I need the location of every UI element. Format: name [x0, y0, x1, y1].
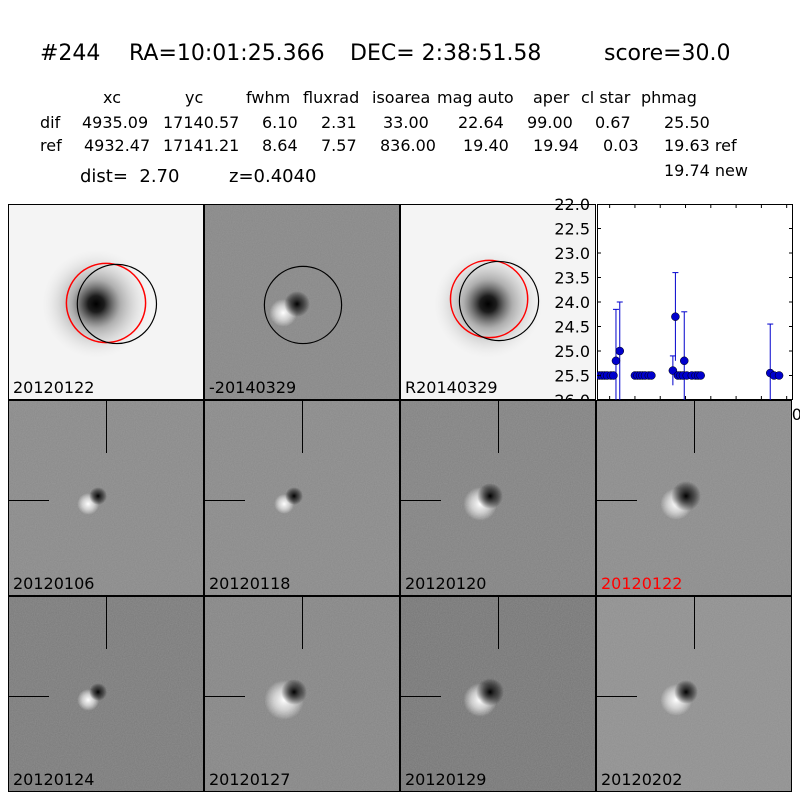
y-tick-label: 24.0 — [554, 293, 590, 312]
epoch-difference-panel: 20120106 — [8, 400, 204, 596]
panel-date-label: 20120202 — [601, 770, 683, 789]
ref-isoarea: 836.00 — [380, 136, 436, 155]
panel-date-label: 20120120 — [405, 574, 487, 593]
crosshair-horizontal-tick — [401, 696, 441, 697]
y-tick-label: 25.5 — [554, 367, 590, 386]
crosshair-vertical-tick — [694, 401, 695, 453]
crosshair-vertical-tick — [498, 597, 499, 649]
crosshair-horizontal-tick — [205, 500, 245, 501]
crosshair-horizontal-tick — [597, 500, 637, 501]
ref-yc: 17141.21 — [163, 136, 240, 155]
dif-fwhm: 6.10 — [262, 113, 298, 132]
col-fwhm: fwhm — [246, 88, 291, 107]
crosshair-vertical-tick — [106, 401, 107, 453]
y-tick-label: 22.0 — [554, 195, 590, 214]
difference-image — [205, 205, 399, 399]
dif-fluxrad: 2.31 — [321, 113, 357, 132]
data-point — [647, 371, 656, 380]
data-point — [671, 312, 680, 321]
panel-date-label: 20120127 — [209, 770, 291, 789]
dif-cl-star: 0.67 — [595, 113, 631, 132]
new-phmag: 19.74 new — [664, 161, 748, 180]
ref-mag-auto: 19.40 — [463, 136, 509, 155]
crosshair-horizontal-tick — [205, 696, 245, 697]
crosshair-vertical-tick — [302, 401, 303, 453]
panel-date-label: 20120129 — [405, 770, 487, 789]
dif-xc: 4935.09 — [82, 113, 149, 132]
y-tick-label: 23.0 — [554, 244, 590, 263]
ref-xc: 4932.47 — [84, 136, 151, 155]
ref-aper: 19.94 — [533, 136, 579, 155]
reference-galaxy-image — [9, 205, 203, 399]
data-point — [609, 371, 618, 380]
chart-frame — [597, 204, 793, 400]
crosshair-vertical-tick — [498, 401, 499, 453]
ref-cl-star: 0.03 — [603, 136, 639, 155]
crosshair-vertical-tick — [106, 597, 107, 649]
col-aper: aper — [533, 88, 570, 107]
dif-phmag: 25.50 — [664, 113, 710, 132]
dif-isoarea: 33.00 — [383, 113, 429, 132]
dec-coordinate: DEC= 2:38:51.58 — [350, 41, 542, 66]
data-point — [611, 356, 621, 366]
col-mag-auto: mag auto — [437, 88, 514, 107]
distance: dist= 2.70 — [80, 166, 180, 187]
redshift: z=0.4040 — [229, 166, 317, 187]
panel-date-label: 20120118 — [209, 574, 291, 593]
epoch-difference-panel: 20120129 — [400, 596, 596, 792]
panel-date-label: 20120124 — [13, 770, 95, 789]
col-cl-star: cl star — [581, 88, 631, 107]
candidate-id: #244 — [40, 41, 101, 66]
col-yc: yc — [185, 88, 204, 107]
difference-image — [9, 401, 203, 595]
y-tick-label: 24.5 — [554, 318, 590, 337]
epoch-difference-panel: 20120127 — [204, 596, 400, 792]
col-isoarea: isoarea — [372, 88, 431, 107]
crosshair-horizontal-tick — [401, 500, 441, 501]
crosshair-horizontal-tick — [9, 696, 49, 697]
y-tick-label: 25.0 — [554, 342, 590, 361]
epoch-difference-panel: 20120118 — [204, 400, 400, 596]
dif-row-label: dif — [40, 113, 61, 132]
panel-date-label: R20140329 — [405, 378, 498, 397]
dif-yc: 17140.57 — [163, 113, 240, 132]
ref-fluxrad: 7.57 — [321, 136, 357, 155]
crosshair-horizontal-tick — [597, 696, 637, 697]
panel-date-label: 20120122 — [13, 378, 95, 397]
col-xc: xc — [103, 88, 121, 107]
epoch-difference-panel: 20120124 — [8, 596, 204, 792]
data-point — [696, 371, 705, 380]
epoch-difference-panel: 20120202 — [596, 596, 792, 792]
crosshair-vertical-tick — [302, 597, 303, 649]
crosshair-vertical-tick — [694, 597, 695, 649]
ref-row-label: ref — [40, 136, 62, 155]
score: score=30.0 — [604, 41, 731, 66]
y-tick-label: 22.5 — [554, 220, 590, 239]
data-point — [774, 371, 784, 380]
panel-date-label: -20140329 — [209, 378, 297, 397]
col-fluxrad: fluxrad — [303, 88, 360, 107]
crosshair-horizontal-tick — [9, 500, 49, 501]
dif-aper: 99.00 — [527, 113, 573, 132]
epoch-difference-panel: 20120122 — [596, 400, 792, 596]
reference-2014-image-panel: R20140329 — [400, 204, 596, 400]
y-tick-label: 23.5 — [554, 269, 590, 288]
ra-coordinate: RA=10:01:25.366 — [129, 41, 325, 66]
epoch-difference-panel: 20120120 — [400, 400, 596, 596]
panel-date-label: 20120106 — [13, 574, 95, 593]
ref-phmag: 19.63 ref — [664, 136, 737, 155]
dif-mag-auto: 22.64 — [458, 113, 504, 132]
difference-image-panel: -20140329 — [204, 204, 400, 400]
panel-date-label: 20120122 — [601, 574, 683, 593]
reference-image-panel: 20120122 — [8, 204, 204, 400]
data-point — [680, 356, 689, 366]
reference-2014-galaxy-image — [401, 205, 595, 399]
data-point — [615, 346, 625, 356]
ref-fwhm: 8.64 — [262, 136, 298, 155]
lightcurve-chart — [597, 204, 793, 400]
chart-y-axis-labels: 22.022.523.023.524.024.525.025.526.0 — [554, 195, 590, 410]
col-phmag: phmag — [641, 88, 697, 107]
